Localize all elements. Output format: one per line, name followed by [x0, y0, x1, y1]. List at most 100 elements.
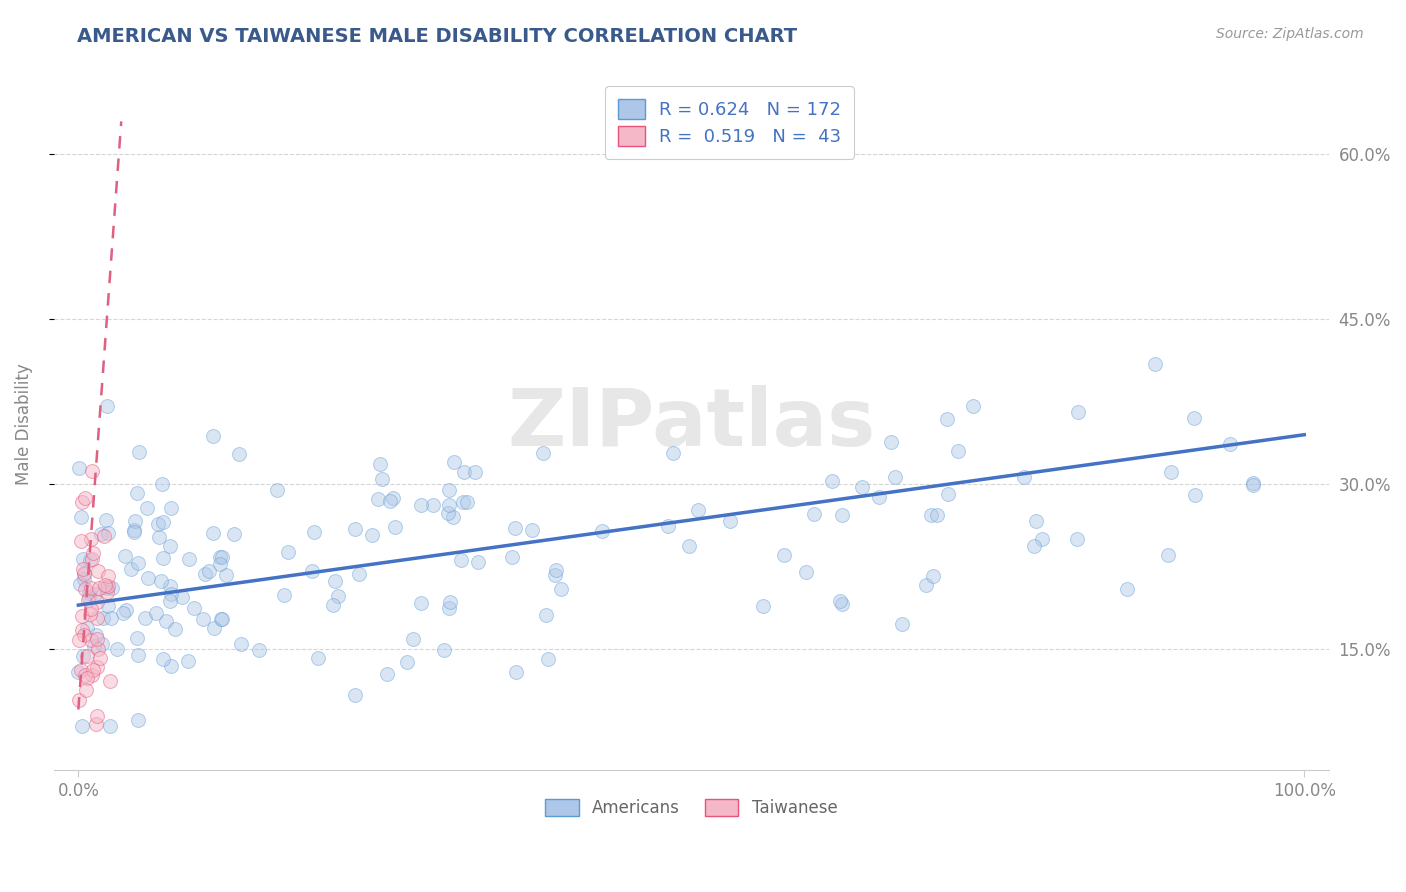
Point — [87, 641, 110, 656]
Point — [208, 558, 231, 572]
Point — [193, 612, 215, 626]
Point — [946, 444, 969, 458]
Point — [925, 508, 948, 522]
Point — [550, 582, 572, 596]
Point — [368, 457, 391, 471]
Text: AMERICAN VS TAIWANESE MALE DISABILITY CORRELATION CHART: AMERICAN VS TAIWANESE MALE DISABILITY CO… — [77, 27, 797, 45]
Point — [367, 492, 389, 507]
Point — [1184, 488, 1206, 502]
Point — [1066, 532, 1088, 546]
Point — [79, 553, 101, 567]
Point — [1066, 405, 1088, 419]
Point — [125, 631, 148, 645]
Point — [851, 480, 873, 494]
Point — [177, 551, 200, 566]
Point — [464, 465, 486, 479]
Point — [803, 507, 825, 521]
Point — [70, 719, 93, 733]
Point — [531, 446, 554, 460]
Point — [686, 502, 709, 516]
Point — [67, 692, 90, 706]
Point — [87, 582, 110, 596]
Point — [87, 564, 110, 578]
Point — [922, 569, 945, 583]
Point — [751, 599, 773, 614]
Point — [794, 565, 817, 579]
Point — [936, 412, 959, 426]
Point — [433, 643, 456, 657]
Point — [70, 609, 93, 624]
Point — [72, 572, 94, 586]
Point — [266, 483, 288, 498]
Point — [915, 577, 938, 591]
Point — [208, 550, 231, 565]
Point — [437, 483, 460, 497]
Point — [127, 648, 149, 663]
Point — [501, 549, 523, 564]
Point — [505, 521, 527, 535]
Text: ZIPatlas: ZIPatlas — [508, 384, 876, 463]
Point — [936, 487, 959, 501]
Point — [159, 578, 181, 592]
Point — [831, 508, 853, 522]
Y-axis label: Male Disability: Male Disability — [15, 363, 32, 484]
Point — [152, 651, 174, 665]
Point — [890, 617, 912, 632]
Point — [134, 611, 156, 625]
Point — [536, 608, 558, 623]
Point — [657, 519, 679, 533]
Point — [86, 660, 108, 674]
Point — [1182, 411, 1205, 425]
Point — [96, 585, 118, 599]
Point — [920, 508, 942, 522]
Point — [247, 643, 270, 657]
Point — [114, 549, 136, 563]
Point — [520, 523, 543, 537]
Point — [718, 514, 741, 528]
Point — [73, 566, 96, 581]
Point — [301, 564, 323, 578]
Point — [86, 632, 108, 646]
Point — [453, 466, 475, 480]
Point — [183, 601, 205, 615]
Point — [105, 641, 128, 656]
Point — [198, 565, 221, 579]
Point — [505, 665, 527, 679]
Point — [209, 612, 232, 626]
Point — [70, 494, 93, 508]
Point — [323, 574, 346, 588]
Point — [77, 586, 100, 600]
Point — [77, 592, 100, 607]
Point — [146, 516, 169, 531]
Point — [402, 632, 425, 647]
Point — [89, 651, 111, 665]
Point — [371, 472, 394, 486]
Point — [72, 648, 94, 663]
Point — [1012, 470, 1035, 484]
Point — [202, 428, 225, 442]
Point — [160, 659, 183, 673]
Point — [73, 628, 96, 642]
Point — [80, 633, 103, 648]
Point — [443, 455, 465, 469]
Point — [84, 628, 107, 642]
Point — [202, 621, 225, 635]
Point — [86, 594, 108, 608]
Point — [773, 548, 796, 562]
Point — [868, 490, 890, 504]
Point — [202, 526, 225, 541]
Point — [437, 506, 460, 520]
Point — [1241, 475, 1264, 490]
Point — [537, 652, 560, 666]
Point — [72, 567, 94, 582]
Point — [97, 569, 120, 583]
Point — [211, 550, 233, 565]
Point — [343, 688, 366, 702]
Point — [409, 596, 432, 610]
Point — [70, 624, 93, 638]
Point — [1157, 548, 1180, 562]
Point — [76, 621, 98, 635]
Point — [662, 445, 685, 459]
Point — [155, 614, 177, 628]
Point — [409, 499, 432, 513]
